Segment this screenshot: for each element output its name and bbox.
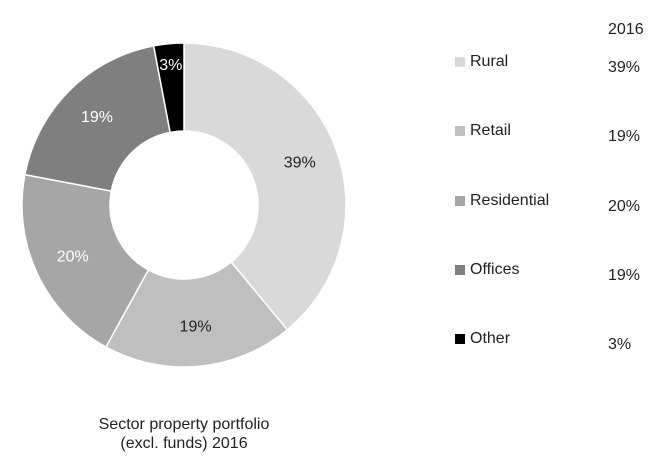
donut-segment [104,260,289,368]
legend-value: 39% [608,59,640,76]
legend-value: 19% [608,267,640,284]
donut-segment [152,42,185,134]
donut-segment [21,173,150,348]
legend-value: 19% [608,128,640,145]
legend-label: Other [470,330,511,347]
legend-swatch [455,265,465,275]
donut-segment [183,42,347,331]
column-header: 2016 [608,21,644,38]
legend-label: Retail [470,122,511,139]
legend-label: Offices [470,261,520,278]
legend-swatch [455,126,465,136]
chart-title: Sector property portfolio [99,416,270,433]
legend-label: Residential [470,192,549,209]
data-label: 19% [81,109,113,126]
legend-value: 20% [608,198,640,215]
legend-value: 3% [608,336,631,353]
donut-segment [23,44,172,193]
data-label: 20% [57,249,89,266]
legend-swatch [455,57,465,67]
data-label: 3% [159,57,182,74]
data-label: 39% [284,155,316,172]
legend-swatch [455,334,465,344]
chart-title: (excl. funds) 2016 [120,435,247,452]
legend-swatch [455,196,465,206]
data-label: 19% [180,319,212,336]
legend-label: Rural [470,53,508,70]
